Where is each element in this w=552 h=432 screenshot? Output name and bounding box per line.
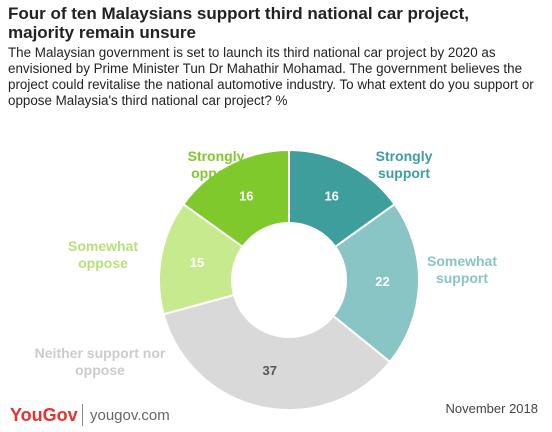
slice-label: Strongly support: [375, 148, 433, 181]
value-label: 16: [239, 188, 253, 203]
value-label: 16: [324, 188, 338, 203]
date: November 2018: [445, 401, 539, 416]
website: yougov.com: [90, 407, 170, 424]
value-label: 37: [263, 363, 277, 378]
brand-logo: YouGov: [10, 405, 78, 425]
slice-label: Somewhat support: [426, 253, 497, 286]
value-label: 22: [375, 274, 389, 289]
value-label: 15: [190, 255, 204, 270]
donut-slice: [331, 202, 420, 364]
donut-slice: [181, 148, 290, 249]
donut-slice: [162, 293, 392, 411]
slice-label: Strongly oppose: [187, 148, 245, 181]
slice-label: Somewhat oppose: [67, 238, 138, 271]
separator: [82, 404, 83, 426]
slice-label: Neither support nor oppose: [34, 345, 166, 378]
chart-subtitle: The Malaysian government is set to launc…: [8, 45, 534, 108]
chart-title: Four of ten Malaysians support third nat…: [8, 4, 469, 42]
